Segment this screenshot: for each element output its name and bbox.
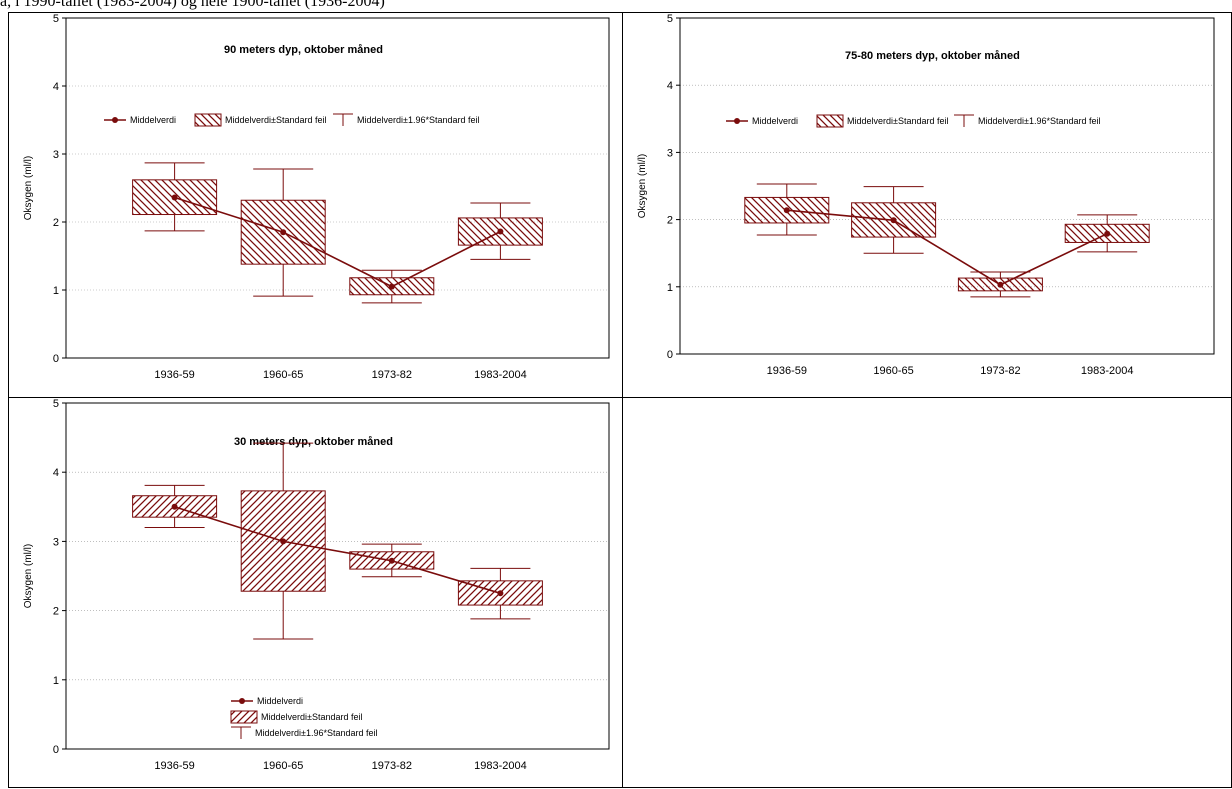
legend-swatch-se-box xyxy=(194,113,222,127)
y-tick-label: 5 xyxy=(667,13,673,25)
x-tick-label: 1983-2004 xyxy=(474,369,527,381)
mean-point xyxy=(890,217,897,224)
y-tick-label: 3 xyxy=(53,149,59,161)
plot-frame xyxy=(679,17,1215,355)
x-tick-label: 1960-65 xyxy=(263,760,303,772)
legend-item-label: Middelverdi±Standard feil xyxy=(225,115,327,125)
chart-title: 75-80 meters dyp, oktober måned xyxy=(845,50,1020,62)
mean-point xyxy=(497,228,504,235)
y-tick-label: 1 xyxy=(53,285,59,297)
mean-point xyxy=(388,283,395,290)
mean-point xyxy=(280,538,287,545)
chart-75-80m: 0 1 2 3 4 5 Oksygen (ml/l) 75-80 meters dyp, ok… xyxy=(637,13,1215,377)
chart-cell-90m: 0 1 2 3 4 5 Oksygen (ml/l) 90 meters dyp, oktob… xyxy=(8,12,623,398)
plot-frame xyxy=(65,17,610,359)
x-tick-label: 1973-82 xyxy=(372,760,412,772)
legend-swatch-mean-point xyxy=(734,118,740,124)
legend-item-label: Middelverdi±1.96*Standard feil xyxy=(255,728,378,738)
y-tick-label: 1 xyxy=(53,675,59,687)
y-tick-label: 3 xyxy=(53,536,59,548)
x-tick-label: 1960-65 xyxy=(873,365,913,377)
mean-point xyxy=(997,281,1004,288)
x-tick-label: 1960-65 xyxy=(263,369,303,381)
y-tick-label: 4 xyxy=(667,80,673,92)
y-tick-label: 3 xyxy=(667,147,673,159)
x-tick-label: 1983-2004 xyxy=(474,760,527,772)
se-box xyxy=(132,179,218,216)
mean-point xyxy=(280,229,287,236)
caption-text: a, i 1990-tallet (1983-2004) og hele 190… xyxy=(0,0,385,10)
mean-line xyxy=(786,209,1108,286)
legend-item-label: Middelverdi xyxy=(752,116,798,126)
legend-item-label: Middelverdi±Standard feil xyxy=(261,712,363,722)
legend-item-label: Middelverdi±1.96*Standard feil xyxy=(978,116,1101,126)
chart-cell-30m: 0 1 2 3 4 5 Oksygen (ml/l) 30 meters dyp, oktob… xyxy=(8,397,623,788)
legend-swatch-se-box xyxy=(230,710,258,724)
y-axis-label: Oksygen (ml/l) xyxy=(23,544,34,608)
y-axis-label: Oksygen (ml/l) xyxy=(23,156,34,220)
y-tick-label: 0 xyxy=(667,349,673,361)
x-tick-label: 1983-2004 xyxy=(1081,365,1134,377)
legend-swatch-mean-point xyxy=(112,117,118,123)
chart-title: 90 meters dyp, oktober måned xyxy=(224,44,383,56)
mean-point xyxy=(1104,230,1111,237)
mean-line xyxy=(174,506,501,595)
chart-30m: 0 1 2 3 4 5 Oksygen (ml/l) 30 meters dyp, oktob… xyxy=(23,398,610,772)
x-tick-label: 1936-59 xyxy=(767,365,807,377)
y-tick-label: 4 xyxy=(53,467,59,479)
chart-90m: 0 1 2 3 4 5 Oksygen (ml/l) 90 meters dyp, oktob… xyxy=(23,13,610,381)
y-tick-label: 0 xyxy=(53,353,59,365)
chart-title: 30 meters dyp, oktober måned xyxy=(234,436,393,448)
se-box xyxy=(744,196,830,224)
mean-point xyxy=(171,503,178,510)
y-tick-label: 5 xyxy=(53,13,59,25)
x-tick-label: 1936-59 xyxy=(154,760,194,772)
y-tick-label: 2 xyxy=(53,606,59,618)
y-axis-label: Oksygen (ml/l) xyxy=(637,154,648,218)
y-tick-label: 5 xyxy=(53,398,59,410)
legend-item-label: Middelverdi±1.96*Standard feil xyxy=(357,115,480,125)
y-tick-label: 0 xyxy=(53,744,59,756)
mean-point xyxy=(171,194,178,201)
mean-point xyxy=(497,590,504,597)
x-tick-label: 1973-82 xyxy=(372,369,412,381)
x-tick-label: 1973-82 xyxy=(980,365,1020,377)
legend-swatch-se-box xyxy=(816,114,844,128)
legend-item-label: Middelverdi xyxy=(257,696,303,706)
chart-grid-table: 0 1 2 3 4 5 Oksygen (ml/l) 90 meters dyp, oktob… xyxy=(8,12,1232,788)
x-tick-label: 1936-59 xyxy=(154,369,194,381)
legend-item-label: Middelverdi xyxy=(130,115,176,125)
empty-cell xyxy=(622,397,1232,788)
chart-cell-75-80m: 0 1 2 3 4 5 Oksygen (ml/l) 75-80 meters dyp, ok… xyxy=(622,12,1232,398)
legend-swatch-mean-point xyxy=(239,698,245,704)
mean-line xyxy=(174,196,501,288)
legend-item-label: Middelverdi±Standard feil xyxy=(847,116,949,126)
mean-point xyxy=(388,557,395,564)
mean-point xyxy=(783,207,790,214)
plot-frame xyxy=(65,402,610,750)
y-tick-label: 4 xyxy=(53,81,59,93)
y-tick-label: 1 xyxy=(667,282,673,294)
caption-strip: a, i 1990-tallet (1983-2004) og hele 190… xyxy=(0,0,560,12)
y-tick-label: 2 xyxy=(53,217,59,229)
y-tick-label: 2 xyxy=(667,215,673,227)
